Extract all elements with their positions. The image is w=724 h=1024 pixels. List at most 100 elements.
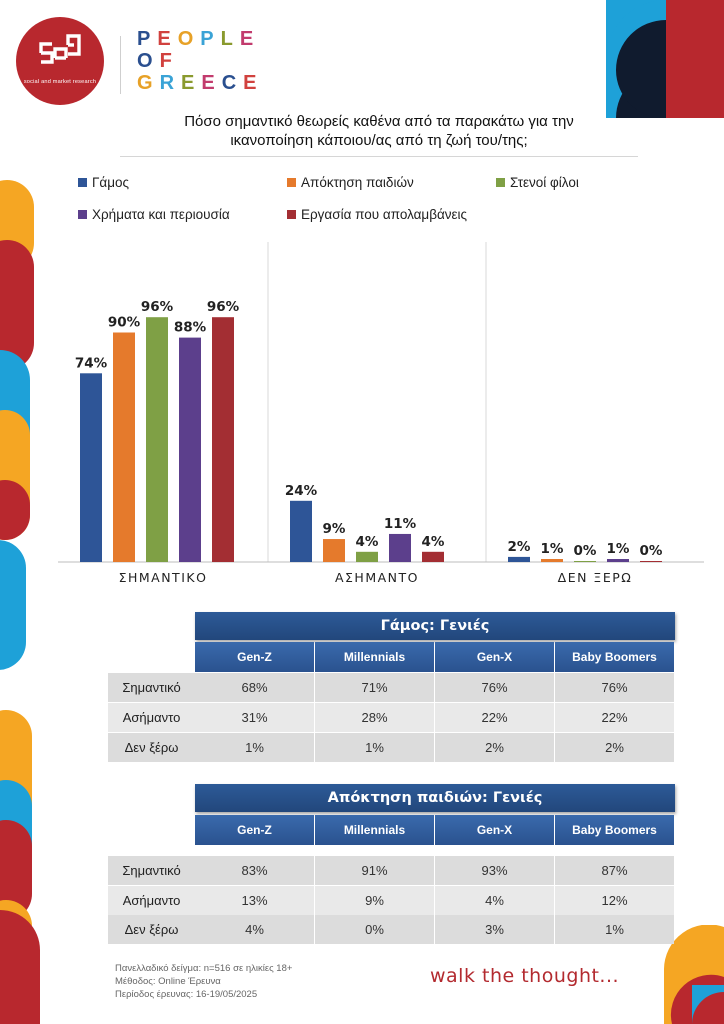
brand-letter: E bbox=[239, 28, 261, 50]
brand-divider bbox=[120, 36, 121, 94]
chart-title-line-2: ικανοποίηση κάποιου/ας από τη ζωή του/τη… bbox=[230, 132, 528, 149]
column-header: Gen-X bbox=[435, 642, 554, 672]
table-cell: 1% bbox=[315, 733, 434, 762]
row-label: Ασήμαντο bbox=[108, 886, 195, 915]
table-cell: 31% bbox=[195, 703, 314, 732]
brand-line-3: GREECE bbox=[137, 72, 264, 94]
data-label: 74% bbox=[75, 355, 108, 371]
bar bbox=[640, 561, 662, 562]
footnote-method: Μέθοδος: Online Έρευνα bbox=[115, 976, 221, 987]
data-label: 9% bbox=[323, 521, 346, 537]
data-label: 11% bbox=[384, 516, 417, 532]
category-label: ΑΣΗΜΑΝΤΟ bbox=[335, 570, 419, 585]
bar bbox=[422, 551, 444, 562]
bar bbox=[179, 337, 201, 562]
legend-label: Εργασία που απολαμβάνεις bbox=[301, 207, 468, 222]
table-cell: 3% bbox=[435, 915, 554, 944]
table-cell: 22% bbox=[435, 703, 554, 732]
table-cell: 76% bbox=[435, 673, 554, 702]
table-row: Σημαντικό 83% 91% 93% 87% bbox=[108, 856, 675, 885]
brand-letter: G bbox=[137, 72, 160, 94]
bar bbox=[574, 561, 596, 562]
table-cell: 71% bbox=[315, 673, 434, 702]
legend-swatch bbox=[78, 210, 87, 219]
data-label: 4% bbox=[356, 534, 379, 550]
bar bbox=[80, 373, 102, 562]
table-cell: 22% bbox=[555, 703, 674, 732]
tagline: walk the thought... bbox=[430, 965, 620, 987]
row-label: Ασήμαντο bbox=[108, 703, 195, 732]
survey-footnote: Πανελλαδικό δείγμα: n=516 σε ηλικίες 18+… bbox=[115, 962, 292, 1001]
legend-item-friends: Στενοί φίλοι bbox=[496, 175, 579, 190]
data-label: 96% bbox=[207, 299, 240, 315]
column-header: Millennials bbox=[315, 642, 434, 672]
legend-item-work: Εργασία που απολαμβάνεις bbox=[287, 207, 467, 222]
logo-subtitle: social and market research bbox=[23, 79, 97, 85]
legend-label: Απόκτηση παιδιών bbox=[301, 175, 414, 190]
table-cell: 12% bbox=[555, 886, 674, 915]
bar bbox=[541, 559, 563, 562]
logo-mark-icon bbox=[39, 34, 81, 64]
brand-letter: O bbox=[177, 28, 201, 50]
bar bbox=[146, 317, 168, 562]
table-cell: 4% bbox=[195, 915, 314, 944]
row-label: Σημαντικό bbox=[108, 856, 195, 885]
bar bbox=[113, 332, 135, 562]
table-row: Ασήμαντο 31% 28% 22% 22% bbox=[108, 703, 675, 732]
chart-title-line-1: Πόσο σημαντικό θεωρείς καθένα από τα παρ… bbox=[184, 113, 574, 130]
table-row: Ασήμαντο 13% 9% 4% 12% bbox=[108, 886, 675, 915]
legend-item-money: Χρήματα και περιουσία bbox=[78, 207, 230, 222]
table-cell: 68% bbox=[195, 673, 314, 702]
bar bbox=[607, 559, 629, 562]
brand-wordmark: PEOPLE OF GREECE bbox=[137, 28, 264, 94]
legend-swatch bbox=[496, 178, 505, 187]
brand-letter: C bbox=[221, 72, 244, 94]
brand-letter: E bbox=[201, 72, 222, 94]
bar bbox=[356, 551, 378, 562]
data-label: 2% bbox=[508, 539, 531, 555]
brand-letter: E bbox=[181, 72, 202, 94]
table-row: Σημαντικό 68% 71% 76% 76% bbox=[108, 673, 675, 702]
brand-letter: R bbox=[159, 72, 182, 94]
brand-letter: F bbox=[159, 50, 179, 72]
table-row: Δεν ξέρω 4% 0% 3% 1% bbox=[108, 915, 675, 944]
table-cell: 93% bbox=[435, 856, 554, 885]
data-label: 96% bbox=[141, 299, 174, 315]
row-label: Δεν ξέρω bbox=[108, 915, 195, 944]
table-cell: 1% bbox=[195, 733, 314, 762]
left-decoration bbox=[0, 180, 40, 1024]
company-logo: social and market research bbox=[16, 17, 104, 105]
data-label: 88% bbox=[174, 320, 207, 336]
bottom-right-decoration bbox=[664, 925, 724, 1024]
legend-label: Γάμος bbox=[92, 175, 130, 190]
legend-label: Χρήματα και περιουσία bbox=[92, 207, 230, 222]
table-cell: 91% bbox=[315, 856, 434, 885]
column-header: Gen-Z bbox=[195, 815, 314, 845]
data-label: 1% bbox=[607, 541, 630, 557]
footnote-sample: Πανελλαδικό δείγμα: n=516 σε ηλικίες 18+ bbox=[115, 963, 293, 974]
bar bbox=[212, 317, 234, 562]
table-gamos-title: Γάμος: Γενιές bbox=[195, 612, 675, 640]
data-label: 0% bbox=[640, 543, 663, 559]
column-header: Millennials bbox=[315, 815, 434, 845]
legend-label: Στενοί φίλοι bbox=[510, 175, 579, 190]
table-cell: 4% bbox=[435, 886, 554, 915]
title-divider bbox=[120, 156, 638, 157]
table-cell: 2% bbox=[555, 733, 674, 762]
bar bbox=[508, 556, 530, 562]
legend-swatch bbox=[287, 178, 296, 187]
column-header: Baby Boomers bbox=[555, 642, 674, 672]
data-label: 1% bbox=[541, 541, 564, 557]
bar bbox=[323, 539, 345, 562]
column-header: Baby Boomers bbox=[555, 815, 674, 845]
brand-line-1: PEOPLE bbox=[137, 28, 264, 50]
table-cell: 9% bbox=[315, 886, 434, 915]
brand-letter: E bbox=[243, 72, 264, 94]
data-label: 0% bbox=[574, 543, 597, 559]
bar bbox=[389, 533, 411, 562]
brand-line-2: OF bbox=[137, 50, 264, 72]
column-header: Gen-Z bbox=[195, 642, 314, 672]
data-label: 24% bbox=[285, 483, 318, 499]
table-row: Δεν ξέρω 1% 1% 2% 2% bbox=[108, 733, 675, 762]
table-cell: 2% bbox=[435, 733, 554, 762]
